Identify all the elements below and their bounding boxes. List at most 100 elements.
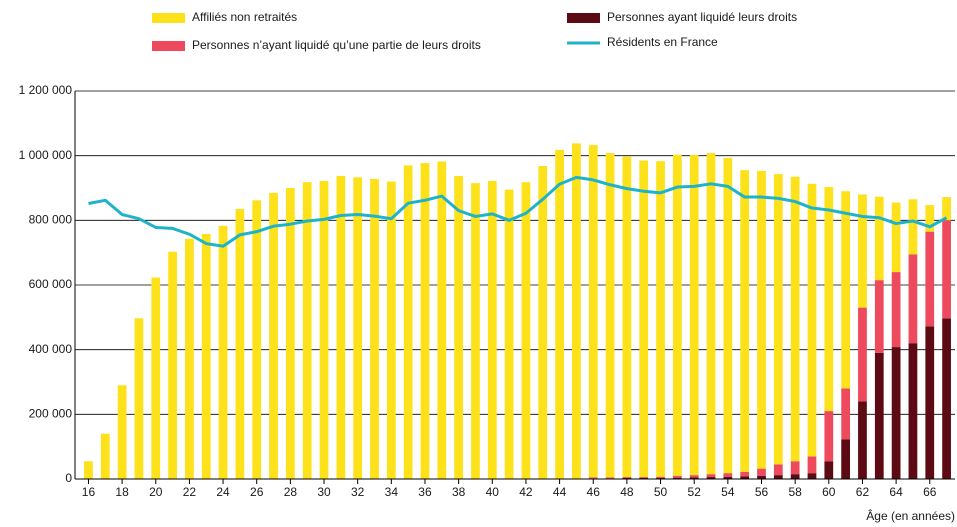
bar-segment — [588, 477, 598, 479]
bar-segment — [656, 161, 665, 477]
bar-segment — [656, 476, 665, 479]
bar-segment — [874, 280, 884, 353]
bar-segment — [201, 233, 211, 479]
bar-segment — [891, 347, 901, 479]
y-tick-label: 1 000 000 — [19, 148, 73, 162]
x-tick-label: 30 — [317, 485, 331, 499]
bar-segment — [672, 154, 682, 476]
bar-segment — [572, 143, 581, 479]
bar-segment — [790, 474, 800, 479]
bar-segment — [689, 477, 699, 479]
bar-segment — [437, 161, 447, 479]
bar-segment — [134, 318, 144, 479]
x-tick-label: 46 — [587, 485, 601, 499]
bar-segment — [605, 477, 615, 479]
x-tick-label: 60 — [822, 485, 836, 499]
bar-segment — [403, 165, 413, 479]
bar-segment — [370, 178, 379, 480]
bar-segment — [639, 477, 649, 479]
bar-segment — [555, 149, 564, 479]
legend-label: Personnes ayant liquidé leurs droits — [607, 10, 797, 24]
bar-segment — [168, 251, 177, 479]
x-tick-label: 16 — [82, 485, 96, 499]
x-tick-label: 20 — [149, 485, 163, 499]
x-tick-label: 66 — [923, 485, 937, 499]
x-tick-label: 56 — [755, 485, 769, 499]
bar-segment — [588, 144, 598, 478]
bar-segment — [269, 192, 278, 479]
x-tick-label: 50 — [654, 485, 668, 499]
bar-segment — [185, 238, 194, 479]
bar-segment — [824, 187, 834, 412]
bar-segment — [908, 254, 918, 344]
legend-swatch — [567, 13, 600, 23]
legend-label: Personnes n’ayant liquidé qu’une partie … — [192, 38, 481, 52]
bar-segment — [420, 163, 430, 479]
y-tick-label: 1 200 000 — [19, 83, 73, 97]
bar-segment — [841, 388, 851, 440]
x-tick-label: 26 — [250, 485, 264, 499]
bar-segment — [504, 189, 514, 479]
bar-segment — [285, 188, 295, 479]
bar-segment — [757, 170, 766, 469]
bar-segment — [908, 199, 918, 255]
legend-swatch — [152, 13, 185, 23]
bar-segment — [891, 272, 901, 348]
x-tick-label: 32 — [351, 485, 365, 499]
bar-segment — [740, 471, 750, 477]
bar-segment — [117, 385, 127, 479]
bar-segment — [807, 473, 817, 479]
x-tick-label: 42 — [519, 485, 533, 499]
bar-segment — [706, 153, 716, 475]
bar-segment — [773, 475, 783, 479]
bar-segment — [235, 209, 245, 479]
x-tick-label: 58 — [788, 485, 802, 499]
bar-segment — [773, 464, 783, 476]
bar-segment — [858, 194, 867, 308]
bar-segment — [757, 468, 766, 476]
bar-segment — [454, 176, 464, 479]
bar-segment — [471, 183, 480, 479]
bar-segment — [807, 183, 817, 457]
bar-segment — [706, 477, 716, 479]
bar-segment — [689, 475, 699, 478]
x-tick-label: 38 — [452, 485, 466, 499]
bar-segment — [672, 477, 682, 479]
x-tick-label: 52 — [688, 485, 702, 499]
bar-segment — [639, 160, 649, 478]
line — [88, 175, 948, 248]
bar-segment — [824, 461, 834, 479]
bar-segment — [925, 326, 935, 479]
bar-segment — [622, 477, 632, 479]
bar-segment — [151, 277, 161, 479]
bar-segment — [538, 166, 548, 479]
x-tick-label: 62 — [856, 485, 870, 499]
x-axis-label: Âge (en années) — [866, 508, 955, 523]
legend-label: Résidents en France — [607, 35, 718, 49]
bar-segment — [908, 343, 918, 479]
bar-segment — [740, 476, 750, 479]
bar-segment — [723, 157, 733, 474]
bar-segment — [841, 191, 851, 389]
x-tick-label: 48 — [620, 485, 634, 499]
x-tick-label: 24 — [216, 485, 230, 499]
y-tick-label: 400 000 — [29, 342, 73, 356]
x-tick-label: 28 — [284, 485, 298, 499]
bar-segment — [521, 182, 531, 479]
bar-segment — [824, 411, 834, 462]
bar-segment — [740, 170, 750, 472]
bar-segment — [790, 176, 800, 462]
y-tick-label: 0 — [65, 471, 72, 485]
bar-segment — [891, 202, 901, 273]
bar-segment — [807, 456, 817, 474]
bar-segment — [302, 182, 312, 479]
bar-segment — [858, 401, 867, 479]
x-tick-label: 64 — [889, 485, 903, 499]
bar-segment — [925, 231, 935, 327]
bar-segment — [723, 476, 733, 479]
legend-label: Affiliés non retraités — [192, 10, 297, 24]
x-tick-label: 34 — [385, 485, 399, 499]
bar-segment — [353, 177, 363, 479]
bar-segment — [942, 318, 951, 479]
